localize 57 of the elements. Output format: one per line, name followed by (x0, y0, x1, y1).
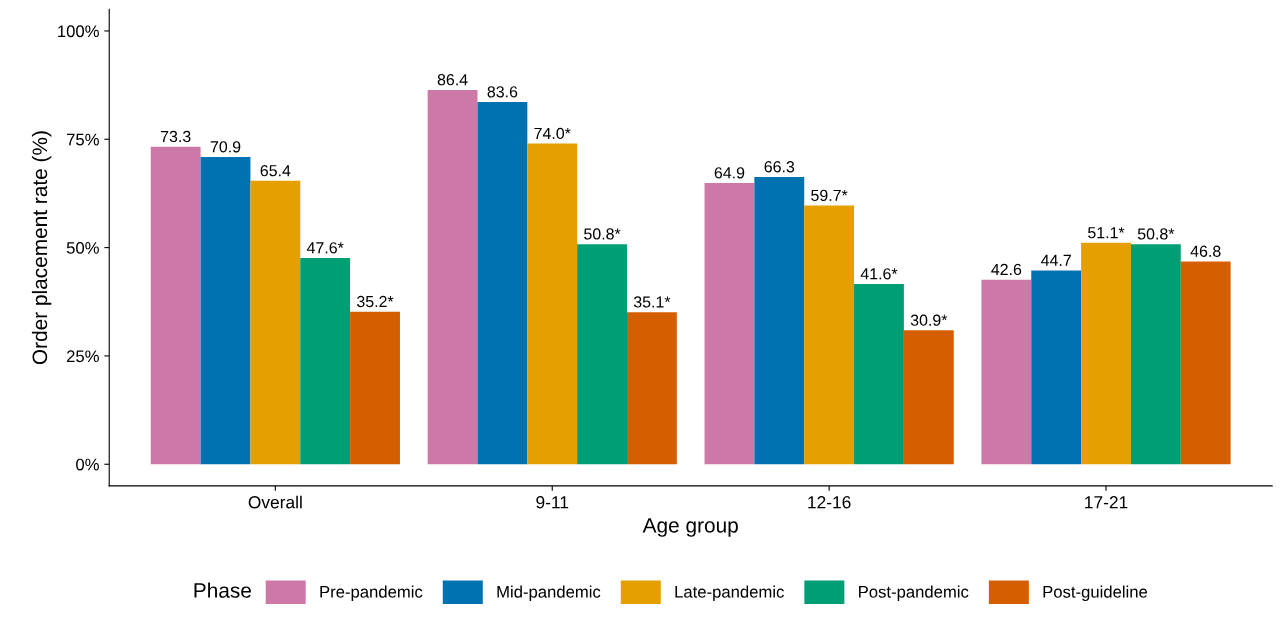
bar (150, 146, 201, 465)
data-label: 47.6* (306, 242, 344, 254)
legend-label: Post-pandemic (859, 585, 969, 602)
bar (754, 176, 805, 465)
bar (200, 157, 251, 465)
bar (704, 183, 755, 465)
data-label: 51.1* (1088, 227, 1125, 239)
bar (854, 284, 904, 465)
y-tick-label: 100% (58, 25, 99, 38)
y-tick-label: 0% (76, 458, 99, 471)
bar (250, 180, 301, 465)
data-label: 73.3 (160, 130, 191, 143)
y-tick-label: 25% (66, 350, 99, 363)
data-label: 35.2* (357, 295, 394, 308)
data-label: 44.7 (1041, 254, 1071, 266)
data-label: 83.6 (487, 86, 518, 98)
data-label: 74.0* (534, 127, 571, 140)
bar (1130, 244, 1181, 465)
x-tick-label: 9-11 (536, 496, 569, 509)
bar (577, 244, 627, 465)
y-tick-label: 75% (67, 133, 99, 146)
bar (627, 312, 677, 465)
data-label: 70.9 (210, 141, 241, 153)
data-label: 50.8* (1137, 228, 1175, 240)
data-label: 66.3 (764, 161, 795, 173)
bar (981, 279, 1032, 465)
legend-title: Phase (194, 582, 251, 598)
bar (1031, 270, 1082, 465)
data-label: 86.4 (437, 74, 468, 86)
data-label: 42.6 (991, 263, 1022, 276)
bar (427, 89, 478, 465)
x-tick-label: 17-21 (1085, 496, 1128, 509)
legend-label: Late-pandemic (675, 585, 784, 602)
data-label: 65.4 (260, 165, 291, 177)
data-label: 59.7* (811, 189, 848, 202)
bar (527, 143, 578, 465)
bar (300, 258, 351, 465)
bar (1081, 242, 1131, 465)
legend-label: Pre-pandemic (320, 585, 423, 602)
bar (477, 102, 528, 465)
legend-label: Mid-pandemic (497, 585, 601, 602)
data-label: 41.6* (860, 268, 898, 280)
y-axis-title: Order placement rate (%) (31, 131, 52, 365)
data-label: 50.8* (584, 228, 621, 240)
data-label: 30.9* (910, 314, 948, 326)
y-tick-label: 50% (66, 242, 99, 254)
data-label: 46.8 (1190, 245, 1221, 257)
x-axis-title: Age group (642, 518, 738, 537)
data-label: 64.9 (714, 167, 745, 179)
x-tick-label: 12-16 (808, 496, 851, 509)
x-tick-label: Overall (248, 495, 302, 509)
bar (350, 311, 400, 465)
data-label: 35.1* (633, 296, 671, 308)
bar (903, 330, 954, 465)
bar (804, 205, 855, 465)
legend-label: Post-guideline (1043, 585, 1148, 602)
bar (1180, 261, 1231, 465)
